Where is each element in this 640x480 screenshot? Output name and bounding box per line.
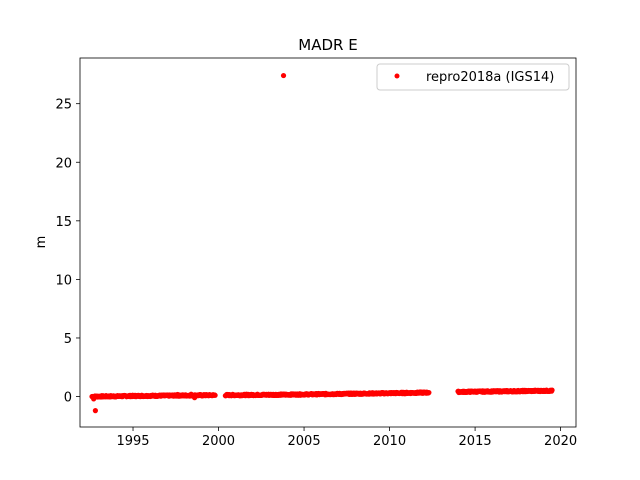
- plot-background: [80, 58, 576, 427]
- x-tick-label: 2020: [544, 434, 577, 449]
- y-axis-label: m: [34, 236, 49, 249]
- data-point-outlier: [191, 395, 198, 401]
- plot-area: [79, 57, 577, 428]
- data-point-outlier: [91, 396, 97, 402]
- x-axis: 1995 2000 2005 2010 2015 2020: [116, 427, 577, 449]
- x-tick-label: 2005: [288, 434, 321, 449]
- data-point: [426, 389, 432, 396]
- data-point-outlier: [280, 72, 287, 79]
- y-tick-label: 0: [64, 391, 72, 406]
- y-tick-label: 10: [55, 273, 72, 288]
- data-point: [212, 392, 218, 398]
- data-point: [549, 387, 555, 393]
- x-tick-label: 2010: [373, 434, 406, 449]
- data-point-outlier: [92, 408, 98, 414]
- chart-title: MADR E: [298, 36, 357, 54]
- x-tick-label: 2000: [202, 434, 235, 449]
- data-points: [89, 72, 555, 414]
- y-tick-label: 5: [64, 332, 72, 347]
- y-axis: 0 5 10 15 20 25: [55, 98, 80, 406]
- legend: repro2018a (IGS14): [376, 63, 570, 91]
- y-tick-label: 20: [55, 156, 72, 171]
- x-tick-label: 1995: [116, 434, 149, 449]
- y-tick-label: 25: [55, 98, 72, 113]
- legend-label: repro2018a (IGS14): [426, 70, 554, 85]
- legend-marker: [394, 73, 400, 79]
- plot-frame: [79, 57, 577, 428]
- y-tick-label: 15: [55, 215, 72, 230]
- x-tick-label: 2015: [459, 434, 492, 449]
- data-point-outlier: [188, 391, 194, 397]
- data-point-outlier: [174, 391, 181, 398]
- legend-box: [376, 63, 570, 91]
